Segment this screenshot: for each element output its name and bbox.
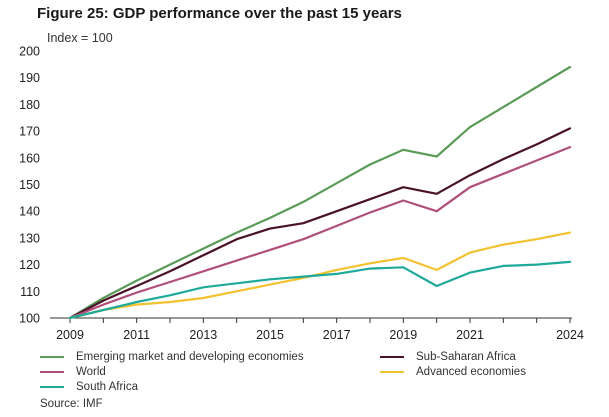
source-note: Source: IMF (40, 398, 103, 410)
y-tick-label-110: 110 (20, 285, 40, 299)
x-tick-label-2015: 2015 (256, 328, 284, 342)
y-tick-label-160: 160 (19, 151, 40, 165)
legend-swatch-world (40, 370, 64, 374)
series-line-southafrica (68, 260, 572, 320)
x-tick-label-2013: 2013 (189, 328, 217, 342)
y-tick-label-140: 140 (19, 205, 40, 219)
legend-swatch-subsaharan (380, 355, 404, 359)
chart-title: Figure 25: GDP performance over the past… (37, 5, 402, 22)
series-line-advanced (68, 231, 572, 320)
legend-item-southafrica: South Africa (40, 381, 138, 393)
y-tick-label-130: 130 (19, 231, 40, 245)
legend-label-subsaharan: Sub-Saharan Africa (416, 351, 516, 363)
legend-label-emerging: Emerging market and developing economies (76, 351, 304, 363)
legend-item-emerging: Emerging market and developing economies (40, 351, 304, 363)
x-tick-label-2024: 2024 (556, 328, 584, 342)
legend-item-advanced: Advanced economies (380, 366, 526, 378)
legend: Emerging market and developing economies… (40, 351, 600, 397)
x-axis: 2009 2011 2013 2015 2017 2019 2021 2024 (50, 317, 584, 342)
x-tick-label-2021: 2021 (456, 328, 484, 342)
y-tick-label-150: 150 (19, 178, 40, 192)
y-tick-label-200: 200 (19, 45, 40, 59)
y-tick-label-100: 100 (19, 312, 40, 326)
legend-label-advanced: Advanced economies (416, 366, 526, 378)
x-tick-label-2017: 2017 (323, 328, 351, 342)
y-tick-label-120: 120 (19, 258, 40, 272)
series-line-world (68, 146, 572, 320)
x-tick-label-2019: 2019 (389, 328, 417, 342)
series-line-subsaharan (68, 127, 572, 320)
x-tick-label-2011: 2011 (123, 328, 150, 342)
legend-item-subsaharan: Sub-Saharan Africa (380, 351, 516, 363)
legend-item-world: World (40, 366, 106, 378)
legend-swatch-emerging (40, 355, 64, 359)
legend-label-world: World (76, 366, 106, 378)
legend-swatch-advanced (380, 370, 404, 374)
series-line-emerging (68, 65, 572, 320)
y-axis: 100 110 120 130 140 150 160 170 180 190 200 (19, 45, 40, 326)
legend-swatch-southafrica (40, 385, 64, 389)
x-tick-label-2009: 2009 (56, 328, 84, 342)
y-axis-unit-label: Index = 100 (47, 31, 113, 45)
y-tick-label-190: 190 (19, 71, 40, 85)
legend-label-southafrica: South Africa (76, 381, 139, 393)
y-tick-label-170: 170 (19, 125, 40, 139)
series-lines (68, 65, 572, 320)
y-tick-label-180: 180 (19, 98, 40, 112)
